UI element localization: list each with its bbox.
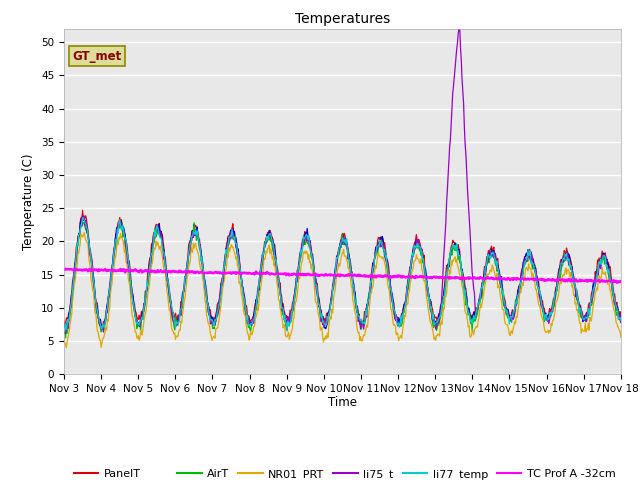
AM25T_PRT: [215, 302, 223, 308]
Y-axis label: Temperature (C): Temperature (C): [22, 153, 35, 250]
AM25T_PRT: [412, 238, 419, 244]
AirT: [79, 219, 87, 225]
TC Prof A -32cm: [214, 269, 222, 275]
NR01_PRT: [428, 324, 436, 329]
NR01_PRT: [60, 336, 68, 342]
li75_t: [214, 311, 222, 316]
TC Prof A -32cm: [617, 279, 625, 285]
PanelT: [617, 314, 625, 320]
PanelT: [60, 318, 68, 324]
AM25T_PRT: [428, 311, 436, 317]
Line: li77_temp: li77_temp: [64, 218, 621, 331]
AirT: [412, 244, 419, 250]
AirT: [129, 299, 137, 305]
PanelT: [215, 300, 223, 305]
NR01_PRT: [617, 334, 625, 340]
Line: PanelT: PanelT: [64, 210, 621, 328]
AirT: [215, 308, 223, 313]
li77_temp: [215, 301, 223, 307]
TC Prof A -32cm: [71, 267, 79, 273]
PanelT: [79, 207, 86, 213]
NR01_PRT: [80, 229, 88, 235]
PanelT: [70, 268, 78, 274]
TC Prof A -32cm: [613, 280, 621, 286]
AirT: [617, 318, 625, 324]
NR01_PRT: [71, 279, 79, 285]
AM25T_PRT: [186, 244, 193, 250]
TC Prof A -32cm: [428, 274, 435, 280]
X-axis label: Time: Time: [328, 396, 357, 408]
TC Prof A -32cm: [411, 275, 419, 281]
li75_t: [617, 320, 625, 325]
AirT: [186, 249, 193, 255]
Title: Temperatures: Temperatures: [295, 12, 390, 26]
li75_t: [71, 269, 79, 275]
AirT: [71, 266, 79, 272]
NR01_PRT: [63, 345, 70, 350]
PanelT: [97, 325, 105, 331]
li77_temp: [71, 270, 79, 276]
li75_t: [428, 306, 435, 312]
PanelT: [412, 238, 419, 243]
AM25T_PRT: [617, 315, 625, 321]
AM25T_PRT: [71, 261, 79, 267]
NR01_PRT: [129, 314, 137, 320]
AM25T_PRT: [129, 293, 137, 299]
li77_temp: [61, 328, 68, 334]
li75_t: [60, 327, 68, 333]
AM25T_PRT: [61, 328, 68, 334]
Line: NR01_PRT: NR01_PRT: [64, 232, 621, 348]
li75_t: [411, 246, 419, 252]
TC Prof A -32cm: [60, 266, 68, 272]
NR01_PRT: [215, 318, 223, 324]
TC Prof A -32cm: [128, 267, 136, 273]
li77_temp: [129, 300, 137, 305]
li77_temp: [186, 246, 193, 252]
PanelT: [129, 291, 137, 297]
PanelT: [428, 304, 436, 310]
Line: li75_t: li75_t: [64, 27, 621, 334]
li75_t: [456, 24, 463, 30]
AirT: [61, 335, 69, 341]
Legend: PanelT, AM25T_PRT, AirT, NR01_PRT, li75_t, li77_temp, TC Prof A -32cm: PanelT, AM25T_PRT, AirT, NR01_PRT, li75_…: [70, 465, 620, 480]
TC Prof A -32cm: [61, 266, 69, 272]
li75_t: [61, 331, 69, 336]
Line: AM25T_PRT: AM25T_PRT: [64, 216, 621, 331]
NR01_PRT: [186, 261, 193, 266]
Line: TC Prof A -32cm: TC Prof A -32cm: [64, 269, 621, 283]
li75_t: [128, 290, 136, 296]
li75_t: [185, 250, 193, 255]
li77_temp: [412, 243, 419, 249]
AirT: [428, 311, 436, 317]
li77_temp: [79, 215, 86, 221]
li77_temp: [617, 317, 625, 323]
PanelT: [186, 240, 193, 245]
TC Prof A -32cm: [185, 268, 193, 274]
li77_temp: [428, 310, 436, 315]
li77_temp: [60, 326, 68, 332]
NR01_PRT: [412, 257, 419, 263]
AirT: [60, 330, 68, 336]
Line: AirT: AirT: [64, 222, 621, 338]
Text: GT_met: GT_met: [72, 50, 122, 63]
AM25T_PRT: [60, 321, 68, 327]
AM25T_PRT: [79, 214, 86, 219]
